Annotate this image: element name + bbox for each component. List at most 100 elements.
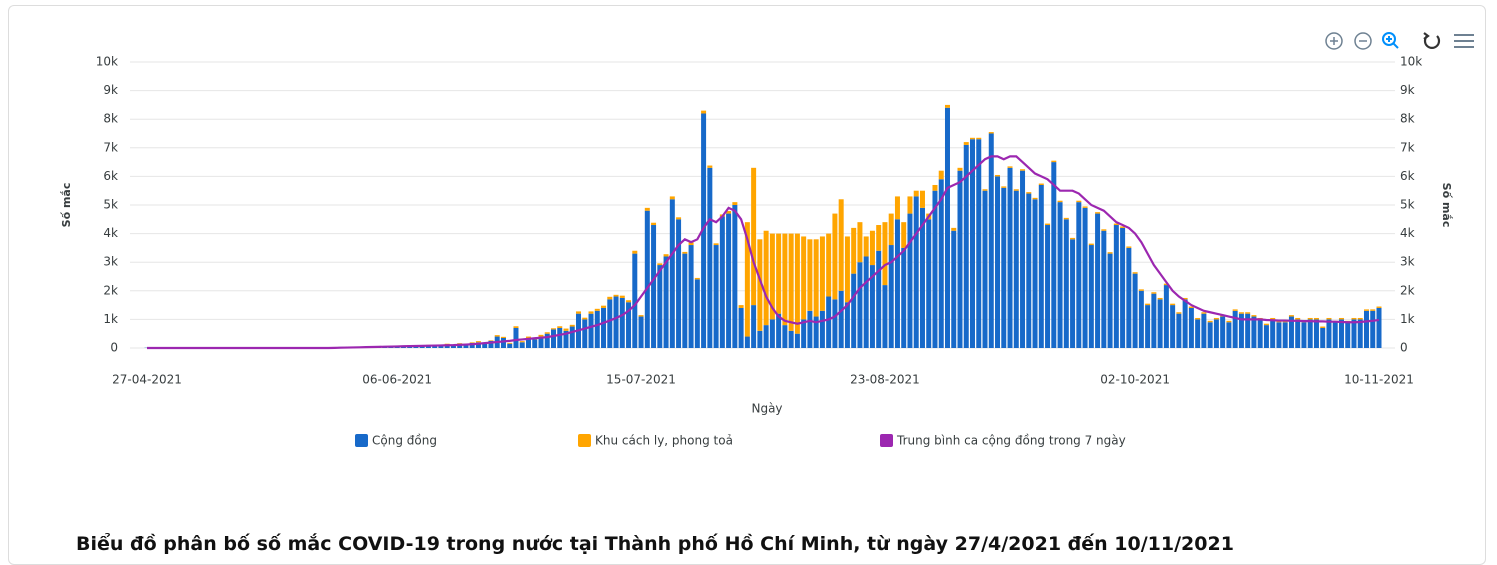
bar [1058,201,1063,202]
y-tick-label: 3k [103,255,118,269]
bar [664,254,669,256]
y2-tick-label: 5k [1400,198,1415,212]
bar [1139,289,1144,290]
bar [1326,318,1331,319]
bar [1114,225,1119,348]
reset-button[interactable] [1424,33,1439,48]
bar [1339,318,1344,319]
bar [1120,228,1125,348]
bar [1295,318,1300,319]
bar [1014,189,1019,190]
bar [1189,308,1194,348]
bar [945,108,950,348]
bar [601,306,606,308]
bar [520,341,525,342]
y2-tick-label: 1k [1400,312,1415,326]
bar [751,168,756,305]
bar [976,138,981,139]
bar [1351,319,1356,348]
bar [538,335,543,337]
bar [695,278,700,279]
bar [557,328,562,348]
bar [839,199,844,291]
chart-title: Biểu đồ phân bố số mắc COVID-19 trong nư… [76,533,1234,555]
bar [557,326,562,328]
bar [732,202,737,205]
bar [1314,318,1319,319]
bar [1076,202,1081,348]
bar [520,342,525,348]
bar [970,138,975,139]
bar [795,334,800,348]
bar [664,256,669,348]
bar [807,311,812,348]
bar [1251,315,1256,316]
bar [801,236,806,319]
bar [814,239,819,316]
bar [745,337,750,348]
x-axis-label: Ngày [751,402,782,416]
chart: Ngày Số mắc Số mắc 01k2k3k4k5k6k7k8k9k10… [0,0,1497,530]
bar [1233,311,1238,348]
bar [932,191,937,348]
bar [751,305,756,348]
bar [620,296,625,298]
bar [914,196,919,348]
bar [1045,224,1050,225]
zoom-out-button[interactable] [1355,33,1371,49]
bar [1064,218,1069,219]
bar [945,105,950,108]
bar [1126,246,1131,247]
bar [1370,311,1375,348]
bar [851,274,856,348]
bar [851,228,856,274]
bar [739,308,744,348]
bar [1008,168,1013,348]
bar [995,175,1000,176]
bar [1220,317,1225,348]
bar [864,236,869,256]
bar [1008,166,1013,167]
bar [939,171,944,180]
bar [1351,318,1356,319]
bar [1320,327,1325,328]
bar [645,208,650,211]
bar [676,219,681,348]
bar [570,327,575,348]
bar [1195,318,1200,319]
x-tick-label: 02-10-2021 [1100,373,1170,387]
bar [1364,309,1369,310]
bar [739,305,744,308]
bar [639,315,644,316]
bar [1145,305,1150,348]
bar [589,311,594,313]
bar [532,339,537,348]
bar [607,297,612,300]
bar [795,234,800,334]
bar [1101,231,1106,348]
zoom-select-button[interactable] [1383,33,1398,48]
bar [1101,229,1106,230]
y-tick-label: 0 [110,341,118,355]
bar [789,331,794,348]
bar [1308,318,1313,319]
bar [1108,254,1113,348]
bar [1264,325,1269,348]
bar [1226,321,1231,322]
bar [939,179,944,348]
y2-tick-label: 9k [1400,83,1415,97]
y-tick-label: 1k [103,312,118,326]
bar [607,299,612,348]
bar [1208,321,1213,322]
menu-button[interactable] [1454,35,1474,47]
bar [957,171,962,348]
bar [595,309,600,311]
bar [1176,314,1181,348]
bar [889,214,894,245]
y2-tick-label: 3k [1400,255,1415,269]
bar [1095,212,1100,213]
zoom-in-button[interactable] [1326,33,1342,49]
bar [989,134,994,349]
y-tick-label: 10k [96,55,118,69]
